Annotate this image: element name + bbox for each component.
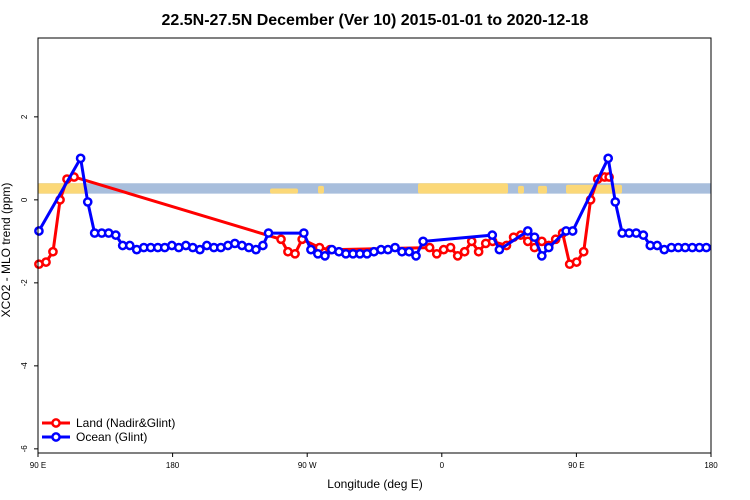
y-axis-label: XCO2 - MLO trend (ppm) bbox=[0, 183, 13, 318]
data-point bbox=[306, 244, 316, 255]
y-tick-label: 2 bbox=[20, 114, 29, 119]
data-point bbox=[110, 230, 121, 240]
legend: Land (Nadir&Glint)Ocean (Glint) bbox=[42, 416, 175, 444]
series-layer bbox=[34, 153, 712, 270]
data-point bbox=[571, 257, 582, 267]
data-point bbox=[445, 242, 456, 253]
data-point bbox=[276, 234, 286, 245]
land-patch bbox=[418, 183, 508, 194]
data-point bbox=[459, 246, 470, 257]
data-point bbox=[652, 240, 663, 251]
data-point bbox=[124, 240, 135, 251]
data-point bbox=[701, 242, 712, 253]
data-point bbox=[411, 251, 421, 261]
data-point bbox=[82, 197, 93, 207]
data-point bbox=[487, 230, 498, 240]
data-point bbox=[522, 226, 533, 236]
y-tick-label: 0 bbox=[20, 197, 29, 202]
data-point bbox=[603, 153, 614, 164]
data-point bbox=[536, 251, 547, 261]
data-point bbox=[610, 197, 621, 207]
chart-title: 22.5N-27.5N December (Ver 10) 2015-01-01… bbox=[162, 12, 589, 29]
land-patch bbox=[270, 188, 298, 194]
legend-marker bbox=[51, 418, 61, 428]
x-axis: 90 E 180 90 W 0 90 E 180 bbox=[30, 453, 718, 470]
data-point bbox=[418, 236, 428, 247]
data-point bbox=[404, 246, 414, 257]
data-point bbox=[431, 248, 442, 259]
data-point bbox=[638, 230, 649, 240]
legend-entry: Land (Nadir&Glint) bbox=[76, 416, 175, 430]
data-point bbox=[320, 251, 330, 261]
x-tick-label: 0 bbox=[440, 461, 445, 470]
data-point bbox=[529, 232, 540, 243]
data-point bbox=[41, 257, 51, 267]
land-patch bbox=[318, 185, 324, 194]
plot-frame bbox=[37, 37, 712, 454]
y-tick-label: -4 bbox=[20, 362, 29, 370]
x-tick-label: 180 bbox=[166, 461, 180, 470]
x-tick-label: 180 bbox=[704, 461, 718, 470]
data-point bbox=[473, 246, 484, 257]
data-point bbox=[452, 251, 463, 261]
legend-entry: Ocean (Glint) bbox=[76, 430, 147, 444]
data-point bbox=[578, 246, 589, 257]
data-point bbox=[251, 244, 261, 255]
data-point bbox=[195, 244, 205, 255]
data-point bbox=[34, 226, 44, 236]
y-axis: 2 0 -2 -4 -6 bbox=[20, 114, 38, 452]
x-tick-label: 90 W bbox=[298, 461, 317, 470]
data-point bbox=[567, 226, 578, 236]
data-point bbox=[263, 228, 274, 238]
data-point bbox=[543, 242, 554, 253]
data-point bbox=[48, 246, 58, 257]
land-patch bbox=[538, 185, 547, 194]
legend-marker bbox=[51, 432, 61, 442]
land-patch bbox=[518, 185, 524, 194]
series-ocean bbox=[34, 153, 712, 261]
data-point bbox=[536, 236, 547, 247]
map-strip bbox=[38, 183, 711, 194]
data-point bbox=[494, 244, 505, 255]
data-point bbox=[466, 236, 477, 247]
data-point bbox=[258, 240, 268, 251]
data-point bbox=[75, 153, 86, 164]
data-point bbox=[424, 242, 435, 253]
data-point bbox=[298, 228, 309, 238]
x-tick-label: 90 E bbox=[30, 461, 46, 470]
y-tick-label: -2 bbox=[20, 279, 29, 287]
data-point bbox=[522, 236, 533, 247]
x-tick-label: 90 E bbox=[568, 461, 584, 470]
ocean-band bbox=[38, 183, 711, 194]
data-point bbox=[390, 242, 400, 253]
data-point bbox=[290, 248, 300, 259]
y-tick-label: -6 bbox=[20, 445, 29, 453]
x-axis-label: Longitude (deg E) bbox=[327, 477, 422, 491]
